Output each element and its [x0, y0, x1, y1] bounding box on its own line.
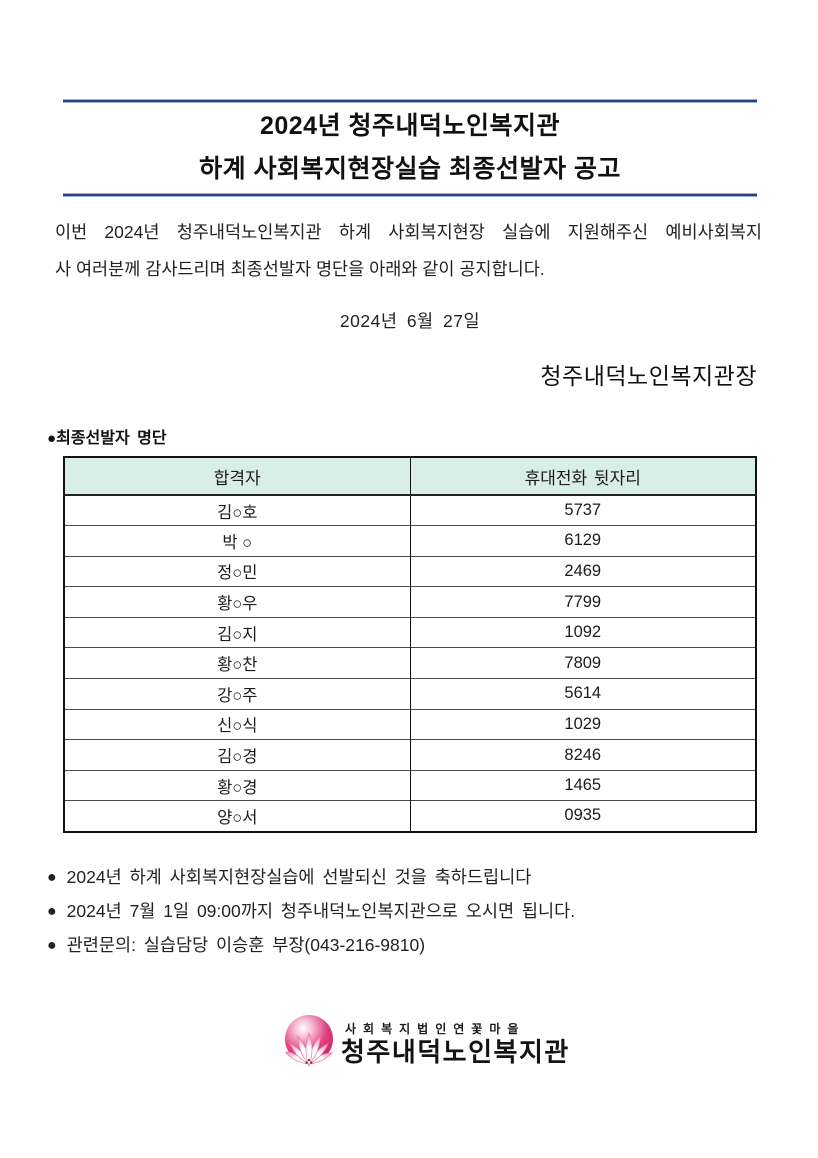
phone-digits-cell: 8246	[409, 739, 756, 771]
org-type-label: 사회복지법인연꽃마을	[345, 1022, 526, 1036]
table-row: 박 ○ 6129	[64, 525, 756, 557]
org-name-label: 청주내덕노인복지관	[341, 1037, 570, 1067]
notice-note: ● 2024년 7월 1일 09:00까지 청주내덕노인복지관으로 오시면 됩니다…	[47, 895, 767, 929]
table-row: 신○식 1029	[64, 708, 756, 740]
phone-digits-cell: 1029	[409, 708, 756, 740]
title-top-rule	[63, 99, 757, 103]
notice-title-line1: 2024년 청주내덕노인복지관	[259, 112, 561, 140]
table-row: 강○주 5614	[64, 678, 756, 710]
selectee-table: 합격자 휴대전화 뒷자리 김○호 5737 박 ○ 6129 정○민 2469 황○우 779…	[63, 456, 757, 833]
selectee-name-cell: 강○주	[64, 678, 410, 710]
organization-logo: 사회복지법인연꽃마을 청주내덕노인복지관	[284, 1014, 570, 1078]
notice-notes: ● 2024년 하계 사회복지현장실습에 선발되신 것을 축하드립니다 ● 2024년…	[47, 861, 767, 963]
table-row: 김○지 1092	[64, 616, 756, 648]
table-row: 김○경 8246	[64, 739, 756, 771]
bullet-icon: ●	[47, 869, 57, 886]
selectee-name-cell: 신○식	[64, 708, 410, 740]
intro-paragraph: 이번 2024년 청주내덕노인복지관 하계 사회복지현장 실습에 지원해주신 예…	[55, 214, 762, 288]
note-text: 2024년 하계 사회복지현장실습에 선발되신 것을 축하드립니다	[66, 867, 532, 887]
note-text: 2024년 7월 1일 09:00까지 청주내덕노인복지관으로 오시면 됩니다.	[66, 901, 576, 921]
phone-digits-cell: 5614	[409, 678, 756, 710]
selectee-name-cell: 황○찬	[64, 647, 410, 679]
selectee-name-cell: 김○지	[64, 616, 410, 648]
selectee-name-cell: 김○호	[217, 503, 258, 522]
phone-digits-cell: 2469	[409, 555, 756, 587]
bullet-icon: ●	[47, 430, 57, 447]
table-header-row: 합격자 휴대전화 뒷자리	[64, 457, 756, 496]
lotus-ball-icon	[285, 1015, 334, 1068]
signature-director: 청주내덕노인복지관장	[540, 363, 757, 389]
selectee-name-cell: 황○경	[64, 769, 410, 801]
phone-digits-cell: 1092	[409, 616, 756, 648]
note-text: 관련문의: 실습담당 이승훈 부장(043-216-9810)	[66, 935, 426, 955]
notice-date: 2024년 6월 27일	[339, 311, 481, 331]
notice-note: ● 2024년 하계 사회복지현장실습에 선발되신 것을 축하드립니다	[47, 861, 767, 895]
table-row: 김○호 5737	[64, 495, 756, 526]
table-row: 정○민 2469	[64, 555, 756, 587]
logo-text-block: 사회복지법인연꽃마을 청주내덕노인복지관	[341, 1014, 570, 1067]
selectee-name-cell: 황○우	[64, 586, 410, 618]
phone-digits-cell: 7799	[409, 586, 756, 618]
table-row: 황○경 1465	[64, 769, 756, 801]
selectee-name-cell: 정○민	[64, 555, 410, 587]
selectee-list-heading-label: 최종선발자 명단	[56, 430, 167, 447]
selectee-name-cell: 양○서	[64, 800, 410, 832]
selectee-name-cell: 박 ○	[64, 525, 410, 557]
table-row: 황○우 7799	[64, 586, 756, 618]
phone-digits-cell: 1465	[409, 769, 756, 801]
bullet-icon: ●	[47, 937, 57, 954]
notice-title-block: 2024년 청주내덕노인복지관 하계 사회복지현장실습 최종선발자 공고	[63, 99, 757, 197]
header-phone-digits: 휴대전화 뒷자리	[409, 457, 756, 496]
notice-note: ● 관련문의: 실습담당 이승훈 부장(043-216-9810)	[47, 929, 767, 963]
phone-digits-cell: 0935	[409, 800, 756, 832]
phone-digits-cell: 6129	[409, 525, 756, 557]
table-row: 양○서 0935	[64, 800, 756, 832]
title-bottom-rule	[63, 193, 757, 197]
selectee-name-cell: 김○경	[64, 739, 410, 771]
selectee-list-heading: ●최종선발자 명단	[47, 424, 167, 448]
header-selectee-name: 합격자	[64, 457, 410, 496]
phone-digits-cell: 7809	[409, 647, 756, 679]
notice-title-line2: 하계 사회복지현장실습 최종선발자 공고	[199, 155, 621, 183]
table-row: 황○찬 7809	[64, 647, 756, 679]
phone-digits-cell: 5737	[409, 495, 756, 526]
intro-line1: 이번 2024년 청주내덕노인복지관 하계 사회복지현장 실습에 지원해주신 예…	[55, 222, 762, 242]
bullet-icon: ●	[47, 903, 57, 920]
intro-line2: 사 여러분께 감사드리며 최종선발자 명단을 아래와 같이 공지합니다.	[55, 259, 545, 279]
